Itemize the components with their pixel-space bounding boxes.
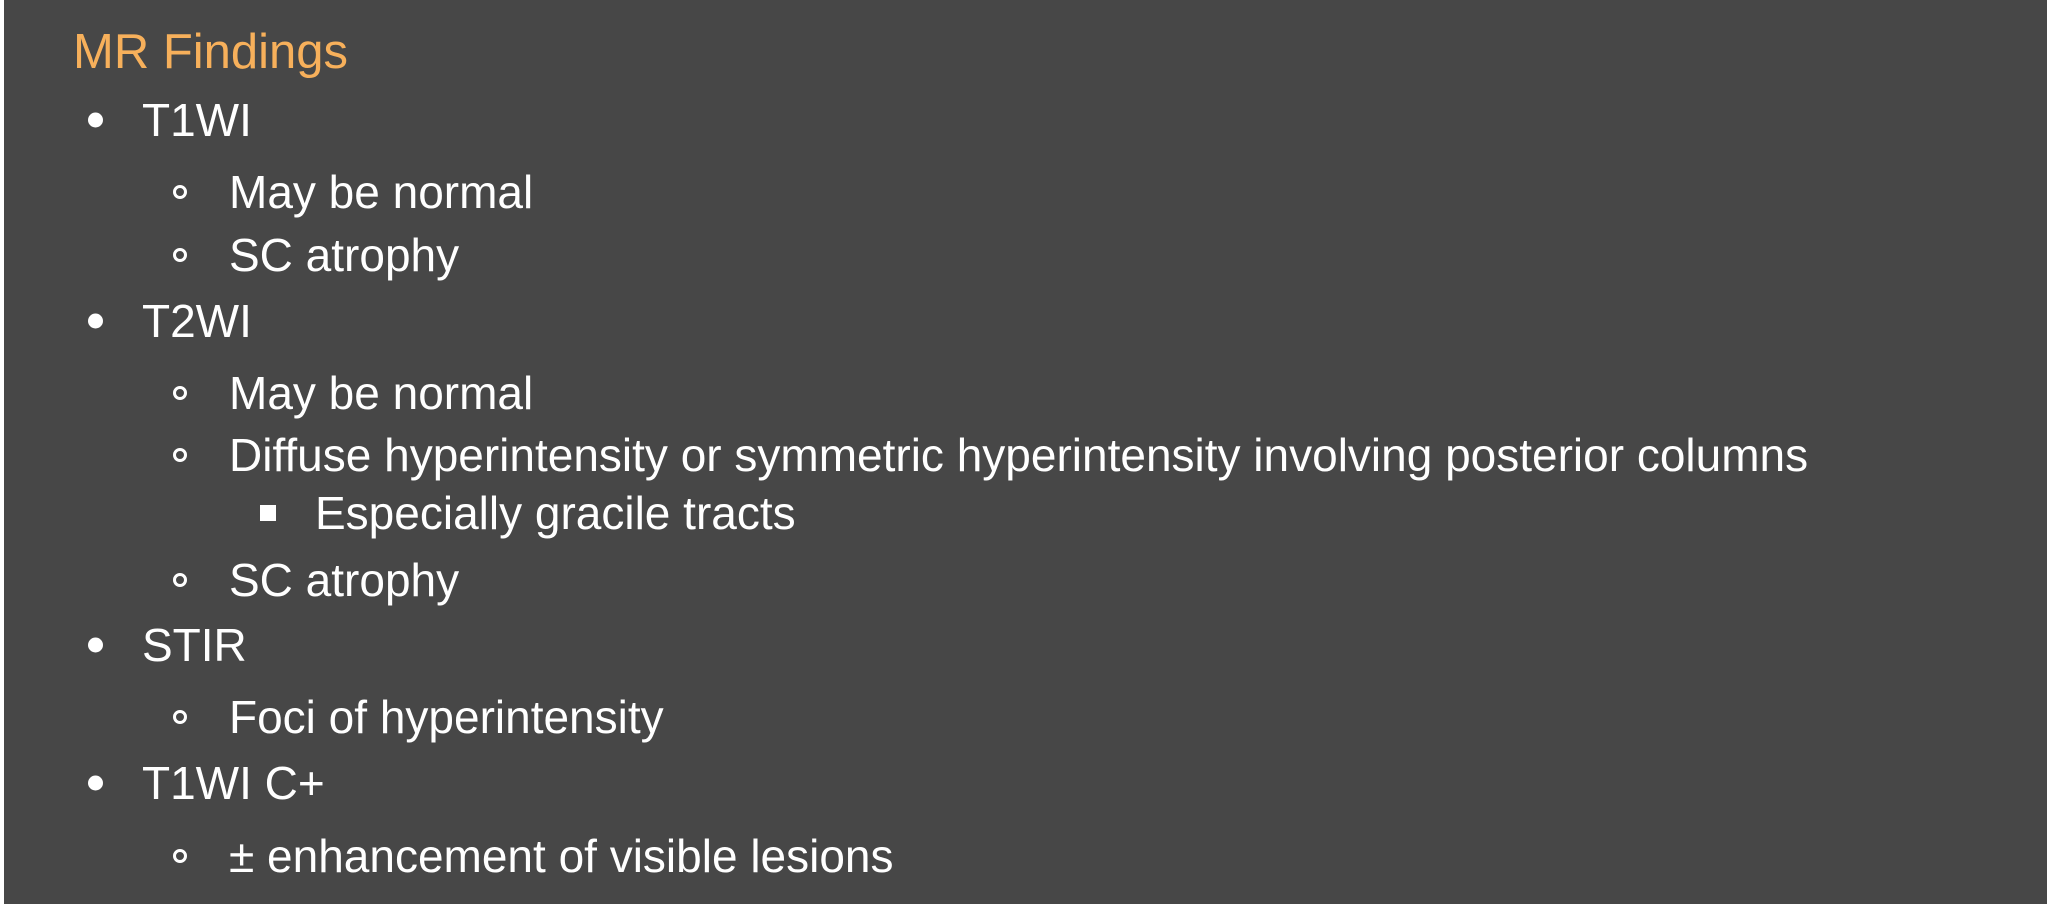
sub-bullet-item-text: SC atrophy <box>229 554 460 606</box>
sub-bullet-item-text: May be normal <box>229 166 534 218</box>
sub-bullet-item: SC atrophy <box>173 550 460 610</box>
bullet-item-text: T1WI <box>142 94 252 146</box>
hollow-circle-bullet-icon <box>173 849 187 863</box>
hollow-circle-bullet-icon <box>173 386 187 400</box>
sub-sub-bullet-item: Especially gracile tracts <box>260 483 796 543</box>
square-bullet-icon <box>260 505 276 521</box>
filled-circle-bullet-icon <box>88 112 103 128</box>
bullet-item-text: T1WI C+ <box>142 757 325 809</box>
sub-sub-bullet-item-text: Especially gracile tracts <box>315 487 796 539</box>
sub-bullet-item-text: SC atrophy <box>229 229 460 281</box>
hollow-circle-bullet-icon <box>173 710 187 724</box>
sub-bullet-item: SC atrophy <box>173 225 460 285</box>
slide-edge <box>2 0 4 904</box>
filled-circle-bullet-icon <box>88 313 103 329</box>
sub-bullet-item: ± enhancement of visible lesions <box>173 826 894 886</box>
sub-bullet-item-text: ± enhancement of visible lesions <box>229 830 894 882</box>
sub-bullet-item-text: Diffuse hyperintensity or symmetric hype… <box>229 429 1809 481</box>
sub-bullet-item-text: May be normal <box>229 367 534 419</box>
sub-bullet-item: May be normal <box>173 363 534 423</box>
sub-bullet-item: Diffuse hyperintensity or symmetric hype… <box>173 425 1809 485</box>
filled-circle-bullet-icon <box>88 775 103 791</box>
bullet-item-stir: STIR <box>88 615 247 675</box>
bullet-item-text: STIR <box>142 619 247 671</box>
filled-circle-bullet-icon <box>88 637 103 653</box>
sub-bullet-item: May be normal <box>173 162 534 222</box>
sub-bullet-item: Foci of hyperintensity <box>173 687 664 747</box>
sub-bullet-item-text: Foci of hyperintensity <box>229 691 664 743</box>
hollow-circle-bullet-icon <box>173 185 187 199</box>
hollow-circle-bullet-icon <box>173 248 187 262</box>
hollow-circle-bullet-icon <box>173 573 187 587</box>
bullet-item-t1wi: T1WI <box>88 90 252 150</box>
slide-title: MR Findings <box>73 25 349 79</box>
bullet-item-text: T2WI <box>142 295 252 347</box>
hollow-circle-bullet-icon <box>173 448 187 462</box>
bullet-item-t1wi-c-plus: T1WI C+ <box>88 753 325 813</box>
bullet-item-t2wi: T2WI <box>88 291 252 351</box>
